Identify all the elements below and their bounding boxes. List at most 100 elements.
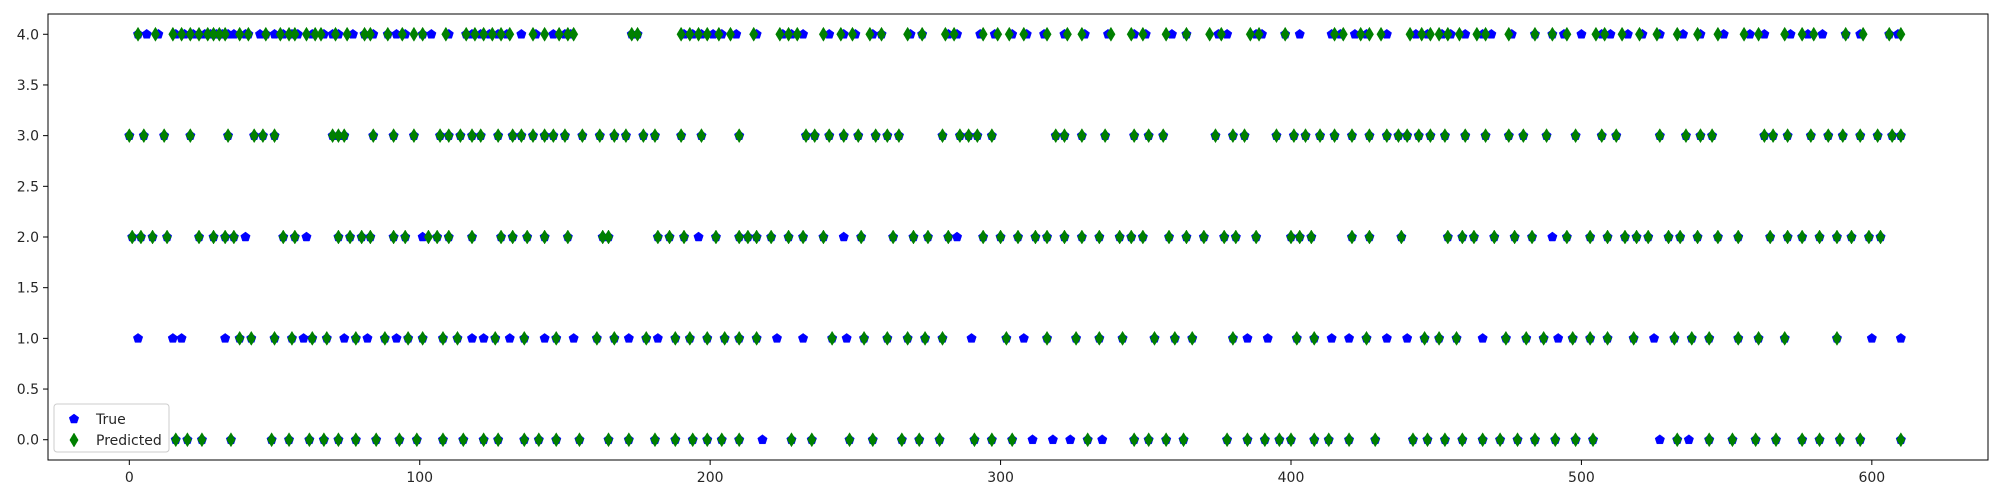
predicted-point xyxy=(1077,229,1087,245)
predicted-point xyxy=(1402,128,1412,144)
predicted-point xyxy=(882,330,892,346)
x-tick-label: 0 xyxy=(125,470,134,486)
predicted-point xyxy=(438,432,448,448)
predicted-point xyxy=(827,330,837,346)
predicted-point xyxy=(493,432,503,448)
predicted-point xyxy=(432,229,442,245)
predicted-point xyxy=(1530,432,1540,448)
predicted-point xyxy=(159,128,169,144)
predicted-point xyxy=(1571,432,1581,448)
predicted-point xyxy=(508,229,518,245)
predicted-point xyxy=(604,432,614,448)
predicted-point xyxy=(836,26,846,42)
predicted-point xyxy=(148,229,158,245)
predicted-point xyxy=(1478,432,1488,448)
predicted-point xyxy=(903,330,913,346)
predicted-point xyxy=(1635,26,1644,42)
predicted-point xyxy=(752,229,762,245)
predicted-point xyxy=(235,330,245,346)
predicted-point xyxy=(888,229,898,245)
predicted-point xyxy=(676,128,686,144)
predicted-point xyxy=(1004,26,1014,42)
predicted-point xyxy=(641,330,651,346)
predicted-point xyxy=(920,330,930,346)
predicted-point xyxy=(1042,26,1052,42)
predicted-point xyxy=(801,128,811,144)
predicted-point xyxy=(996,229,1006,245)
predicted-point xyxy=(1754,330,1764,346)
predicted-point xyxy=(1896,432,1906,448)
predicted-point xyxy=(1199,229,1209,245)
predicted-point xyxy=(969,432,979,448)
predicted-point xyxy=(284,432,294,448)
predicted-point xyxy=(1274,432,1284,448)
predicted-point xyxy=(333,432,343,448)
predicted-point xyxy=(1832,229,1842,245)
true-point xyxy=(1402,333,1413,343)
predicted-point xyxy=(1754,26,1764,42)
predicted-point xyxy=(1376,26,1386,42)
predicted-point xyxy=(182,432,192,448)
true-point xyxy=(539,333,550,343)
predicted-point xyxy=(1806,128,1816,144)
predicted-point xyxy=(444,229,454,245)
predicted-point xyxy=(1042,229,1052,245)
true-point xyxy=(1683,434,1694,445)
predicted-point xyxy=(136,229,146,245)
predicted-point xyxy=(1704,330,1714,346)
predicted-point xyxy=(1210,128,1220,144)
data-marks xyxy=(124,26,1906,448)
predicted-point xyxy=(1780,330,1790,346)
true-point xyxy=(568,333,579,343)
predicted-point xyxy=(1324,432,1334,448)
predicted-point xyxy=(592,330,602,346)
predicted-point xyxy=(1228,128,1238,144)
predicted-point xyxy=(743,229,753,245)
predicted-point xyxy=(1687,330,1697,346)
predicted-point xyxy=(1457,229,1467,245)
predicted-point xyxy=(1051,128,1061,144)
predicted-point xyxy=(696,128,706,144)
predicted-point xyxy=(877,26,886,42)
predicted-point xyxy=(1562,229,1572,245)
predicted-point xyxy=(1733,330,1743,346)
predicted-point xyxy=(1150,330,1159,346)
predicted-point xyxy=(1510,229,1520,245)
predicted-point xyxy=(784,229,794,245)
predicted-point xyxy=(1071,330,1081,346)
predicted-point xyxy=(1362,330,1371,346)
predicted-point xyxy=(168,26,178,42)
predicted-point xyxy=(467,128,477,144)
predicted-point xyxy=(1330,128,1340,144)
predicted-point xyxy=(1094,330,1104,346)
predicted-point xyxy=(1504,128,1514,144)
predicted-point xyxy=(1219,229,1229,245)
predicted-point xyxy=(1547,26,1557,42)
predicted-point xyxy=(394,432,404,448)
predicted-point xyxy=(752,330,762,346)
legend-true-symbol xyxy=(68,413,80,424)
legend-true-label: True xyxy=(95,412,126,428)
predicted-point xyxy=(389,229,399,245)
y-tick-label: 3.0 xyxy=(17,129,39,145)
predicted-point xyxy=(1443,229,1453,245)
predicted-point xyxy=(569,26,579,42)
true-point xyxy=(1649,333,1660,343)
predicted-point xyxy=(1364,26,1374,42)
predicted-point xyxy=(1164,229,1174,245)
predicted-point xyxy=(345,229,355,245)
predicted-point xyxy=(786,432,796,448)
predicted-point xyxy=(694,26,704,42)
predicted-point xyxy=(1126,229,1136,245)
predicted-point xyxy=(548,128,558,144)
true-point xyxy=(133,333,144,343)
predicted-point xyxy=(1042,330,1052,346)
predicted-point xyxy=(479,432,489,448)
predicted-point xyxy=(1858,26,1868,42)
predicted-point xyxy=(1187,330,1197,346)
true-point xyxy=(339,333,350,343)
true-point xyxy=(298,333,309,343)
predicted-point xyxy=(1251,229,1261,245)
